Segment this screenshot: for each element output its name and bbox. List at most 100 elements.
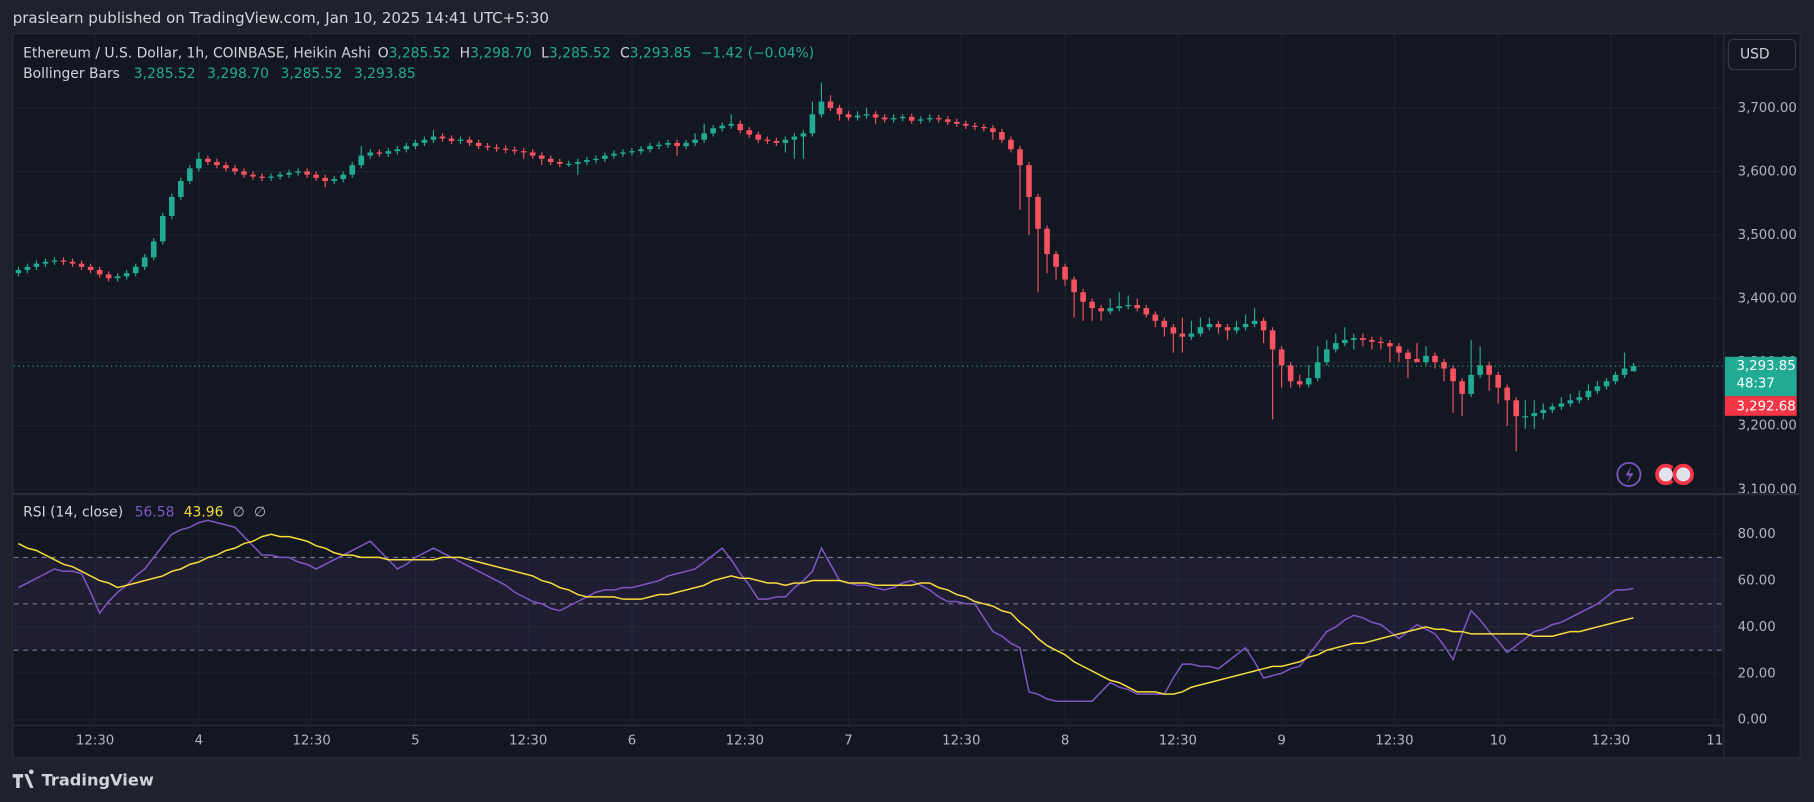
candle-body <box>1287 365 1294 382</box>
brand-name[interactable]: TradingView <box>42 771 154 790</box>
candle-body <box>692 139 698 143</box>
event-icon[interactable] <box>1616 462 1642 487</box>
candle-body <box>1161 320 1168 328</box>
candle-body <box>656 144 662 147</box>
candle-body <box>538 155 545 159</box>
candle-body <box>1341 339 1348 344</box>
brand-logo[interactable] <box>12 769 34 788</box>
candle-body <box>1513 400 1520 417</box>
second-price-tag <box>1724 396 1797 416</box>
candle-body <box>674 142 680 147</box>
candle-body <box>78 263 85 267</box>
candle-body <box>737 123 744 131</box>
candle-body <box>1152 314 1159 321</box>
candle-body <box>1215 324 1222 328</box>
y-tick-label: 3,600.00 <box>1738 164 1797 179</box>
candle-body <box>926 118 933 120</box>
candle-body <box>899 116 906 119</box>
candle-body <box>376 152 383 154</box>
candle-body <box>114 276 121 279</box>
candle-body <box>1305 378 1312 385</box>
candle-body <box>791 136 798 140</box>
candle-body <box>963 123 969 126</box>
flag <box>1658 467 1673 482</box>
candle-body <box>42 261 49 264</box>
candle-body <box>1540 409 1547 414</box>
candle-body <box>69 261 76 264</box>
candle-body <box>746 130 753 135</box>
candle-body <box>872 114 879 118</box>
legend-item: 3,293.85 <box>630 45 692 61</box>
candle-body <box>1098 308 1104 312</box>
candle-body <box>520 151 527 153</box>
candle-body <box>611 153 617 156</box>
candle-body <box>493 147 500 149</box>
candle-body <box>439 136 446 139</box>
candle-body <box>1026 165 1032 197</box>
candle-body <box>972 125 978 128</box>
candle-body <box>340 174 347 180</box>
candle-body <box>1269 330 1276 350</box>
candle-body <box>1206 324 1213 328</box>
candle-body <box>890 118 897 120</box>
candle-body <box>268 176 274 178</box>
candle-body <box>511 149 518 152</box>
candle-body <box>1008 139 1014 150</box>
candle-body <box>1612 374 1619 382</box>
candle-body <box>1522 416 1529 418</box>
currency-label[interactable]: USD <box>1740 47 1770 63</box>
candle-body <box>1495 374 1501 388</box>
candle-body <box>196 158 202 169</box>
rsi-line <box>18 519 1634 702</box>
candle-body <box>457 139 464 141</box>
publisher-line: praslearn published on TradingView.com, … <box>13 9 549 27</box>
candle-body <box>484 146 491 148</box>
countdown-label: 48:37 <box>1736 376 1774 391</box>
candle-body <box>566 163 572 166</box>
candle-body <box>51 260 58 262</box>
y-tick-label: 60.00 <box>1738 574 1776 589</box>
currency-button[interactable]: USD <box>1727 38 1797 71</box>
x-tick-label: 10 <box>1490 734 1507 749</box>
candle-body <box>845 114 852 118</box>
candle-body <box>250 174 256 177</box>
candle-body <box>1233 327 1240 331</box>
candle-body <box>96 270 103 275</box>
y-tick-label: 3,700.00 <box>1738 101 1797 116</box>
candle-body <box>719 125 725 129</box>
candle-body <box>241 171 247 175</box>
candle-body <box>981 127 987 129</box>
y-tick-label: 3,400.00 <box>1738 292 1797 307</box>
candle-body <box>1107 308 1113 312</box>
legend-item: O <box>378 45 389 61</box>
candle-body <box>809 114 816 134</box>
legend-item: H <box>460 45 470 61</box>
candle-body <box>1188 333 1195 337</box>
candle-body <box>584 160 590 162</box>
brand[interactable]: TradingView <box>12 769 154 790</box>
candle-body <box>277 174 283 177</box>
legend-item: ∅ <box>254 505 266 521</box>
candle-body <box>60 260 67 262</box>
candle-body <box>1387 343 1393 347</box>
candle-body <box>214 161 220 166</box>
candle-body <box>412 142 419 147</box>
x-tick-label: 6 <box>628 734 636 749</box>
candle-body <box>529 152 536 156</box>
candle-body <box>1035 196 1041 229</box>
candle-body <box>367 152 374 156</box>
candle-body <box>999 132 1005 140</box>
legend-item: 56.58 <box>135 505 175 521</box>
candle-body <box>87 266 94 271</box>
candle-body <box>1179 333 1186 337</box>
candle-body <box>1630 366 1637 372</box>
currency-box[interactable] <box>1727 38 1797 71</box>
candle-body <box>1323 349 1330 363</box>
x-tick-label: 8 <box>1061 734 1069 749</box>
lightning <box>1625 466 1634 484</box>
candle-body <box>1585 390 1592 398</box>
candle-body <box>1504 387 1511 401</box>
x-tick-label: 12:30 <box>942 734 980 749</box>
legend-item: RSI (14, close) <box>23 505 123 521</box>
